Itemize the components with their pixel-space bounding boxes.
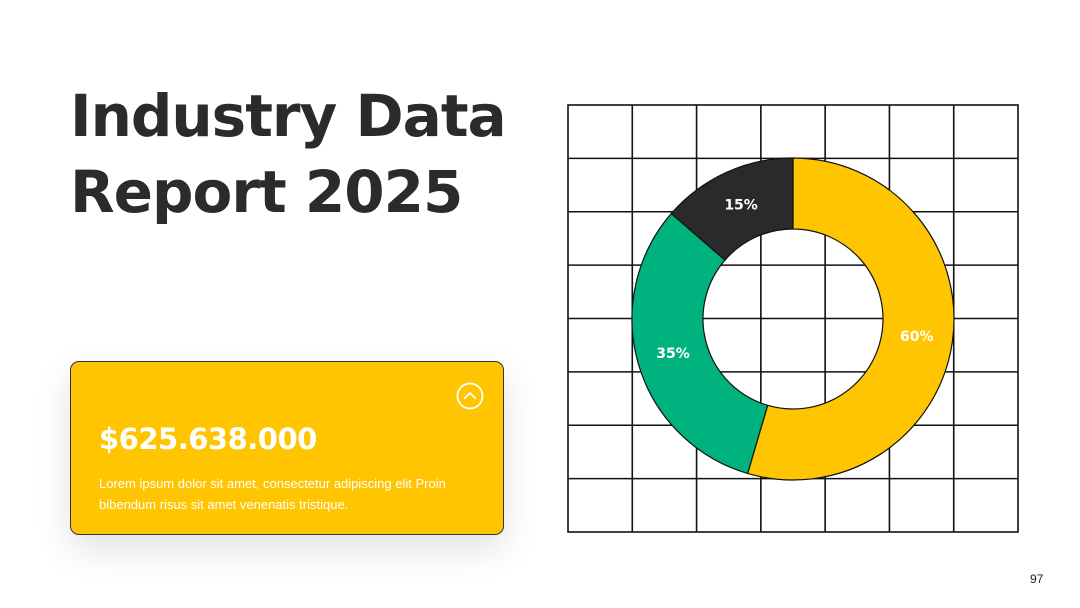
donut-slice-1 (746, 157, 955, 481)
chevron-up-circle-icon[interactable] (456, 382, 484, 410)
page-title-line-2: Report 2025 (70, 158, 463, 226)
page-title-line-1: Industry Data (70, 82, 507, 150)
chart-labels: 60% 35% 15% (656, 197, 933, 362)
donut-slice-2 (631, 212, 769, 475)
page-number: 97 (1030, 572, 1044, 586)
donut-chart: 60% 35% 15% (567, 104, 1019, 533)
slice-label-1: 60% (900, 329, 934, 345)
chart-slices (631, 157, 955, 481)
donut-slice-3 (670, 157, 794, 261)
card-description: Lorem ipsum dolor sit amet, consectetur … (99, 476, 446, 512)
slice-label-3: 15% (724, 197, 758, 213)
slice-label-2: 35% (656, 346, 690, 362)
page-title: Industry Data Report 2025 (70, 78, 550, 230)
card-amount: $625.638.000 (99, 422, 317, 456)
stat-card: $625.638.000 Lorem ipsum dolor sit amet,… (70, 361, 504, 535)
